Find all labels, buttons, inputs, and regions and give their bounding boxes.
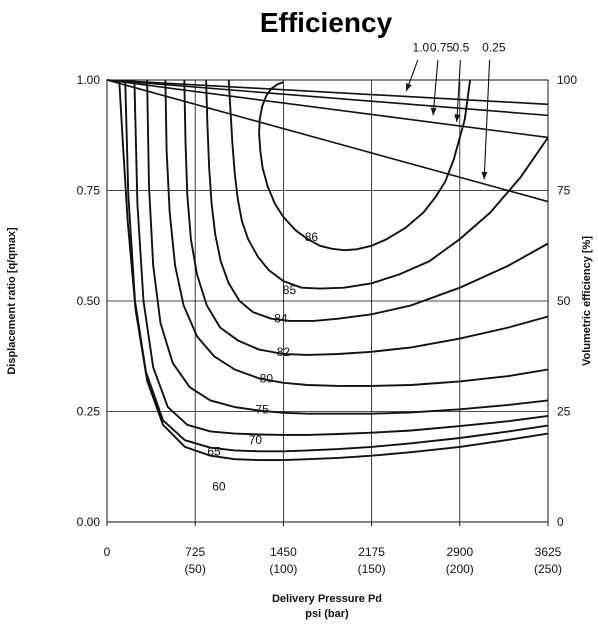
x-tick-label-psi: 2900 [446,545,473,559]
volumetric-line-0 [106,79,549,106]
contour-label-85: 85 [283,283,297,297]
contour-label-80: 80 [260,371,274,385]
efficiency-contour-65 [124,79,549,453]
volumetric-arrow-3 [483,60,491,180]
volumetric-arrow-1 [432,60,439,116]
x-tick-label-bar: (150) [358,562,386,576]
y-tick-label-right: 50 [557,294,571,308]
y-tick-label-right: 75 [557,184,571,198]
x-tick-label-bar: (50) [185,562,206,576]
y-axis-label-right: Volumetric efficiency [%] [581,236,593,366]
volumetric-arrowhead-2 [454,114,461,122]
contour-label-75: 75 [255,402,269,416]
y-tick-label-right: 0 [557,515,564,529]
contour-label-70: 70 [249,433,263,447]
y-tick-label-left: 1.00 [77,73,101,87]
volumetric-label-2: 0.5 [453,40,470,54]
volumetric-arrowhead-0 [406,83,412,92]
axis-ticks: 0 725 (50) 1450 (100) 2175 (150) 2900 (200) 3625 (… [77,73,578,576]
x-tick-label-psi: 725 [185,545,205,559]
y-tick-label-left: 0.75 [77,184,101,198]
efficiency-contour-75 [146,79,549,415]
contour-label-86: 86 [305,230,319,244]
y-tick-label-right: 25 [557,405,571,419]
volumetric-label-0: 1.0 [413,40,430,54]
volumetric-label-3: 0.25 [482,40,506,54]
efficiency-contour-80 [164,79,549,387]
x-tick-label-psi: 0 [104,545,111,559]
grid-lines [107,80,548,522]
efficiency-contour-82 [183,79,549,356]
x-tick-label-bar: (250) [534,562,562,576]
x-axis-label-line1: Delivery Pressure Pd [272,593,382,605]
x-tick-label-psi: 1450 [270,545,297,559]
volumetric-arrowhead-3 [481,171,488,180]
volumetric-arrowhead-1 [430,107,437,116]
contour-label-82: 82 [277,345,291,359]
contour-label-60: 60 [212,480,226,494]
volumetric-arrow-2 [456,60,461,123]
y-tick-label-right: 100 [557,73,577,87]
y-tick-label-left: 0.00 [77,515,101,529]
efficiency-contour-86 [258,79,472,252]
volumetric-label-1: 0.75 [430,40,454,54]
x-tick-label-psi: 2175 [358,545,385,559]
volumetric-line-2 [106,79,549,139]
y-tick-label-left: 0.25 [77,405,101,419]
y-axis-label-left: Displacement ratio [q/qmax] [6,227,18,375]
efficiency-contour-70 [133,79,549,436]
chart-title: Efficiency [260,7,393,38]
x-tick-label-psi: 3625 [535,545,562,559]
volumetric-line-3 [106,79,549,203]
efficiency-contour-84 [205,79,549,322]
x-tick-label-bar: (200) [446,562,474,576]
volumetric-efficiency-lines: 1.0 0.75 0.5 0.25 [106,40,549,203]
efficiency-contour-60 [118,79,549,462]
x-tick-label-bar: (100) [269,562,297,576]
contour-label-84: 84 [274,312,288,326]
y-tick-label-left: 0.50 [77,294,101,308]
contour-label-65: 65 [207,444,221,458]
efficiency-contour-85 [227,79,549,290]
x-axis-label-line2: psi (bar) [305,608,349,620]
volumetric-line-1 [106,79,549,117]
